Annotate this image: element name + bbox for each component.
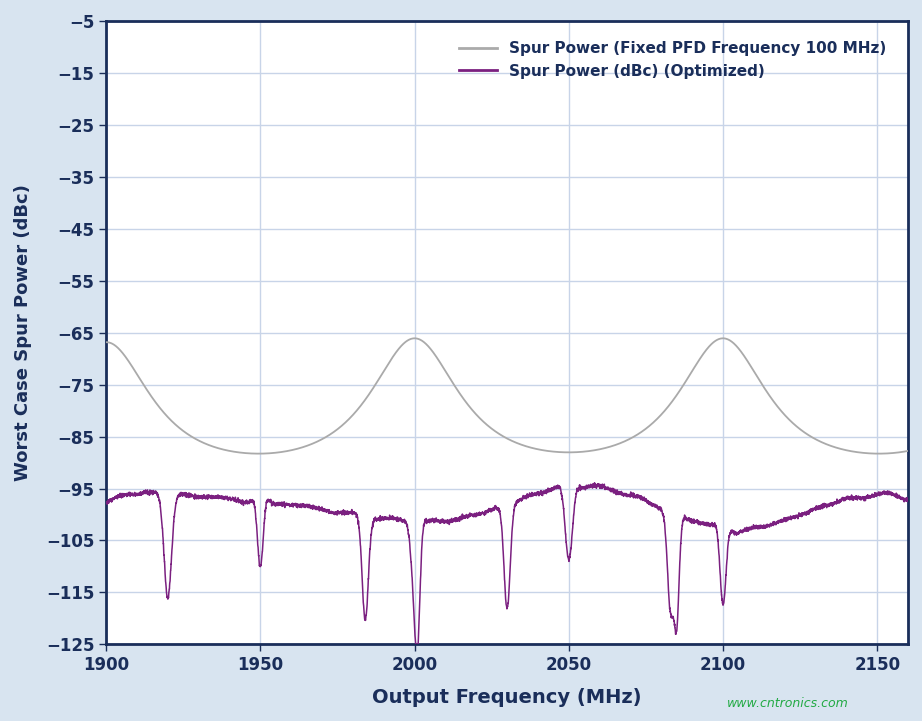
Text: www.cntronics.com: www.cntronics.com — [727, 697, 848, 710]
Y-axis label: Worst Case Spur Power (dBc): Worst Case Spur Power (dBc) — [14, 184, 32, 481]
X-axis label: Output Frequency (MHz): Output Frequency (MHz) — [372, 688, 642, 707]
Legend: Spur Power (Fixed PFD Frequency 100 MHz), Spur Power (dBc) (Optimized): Spur Power (Fixed PFD Frequency 100 MHz)… — [453, 35, 892, 84]
